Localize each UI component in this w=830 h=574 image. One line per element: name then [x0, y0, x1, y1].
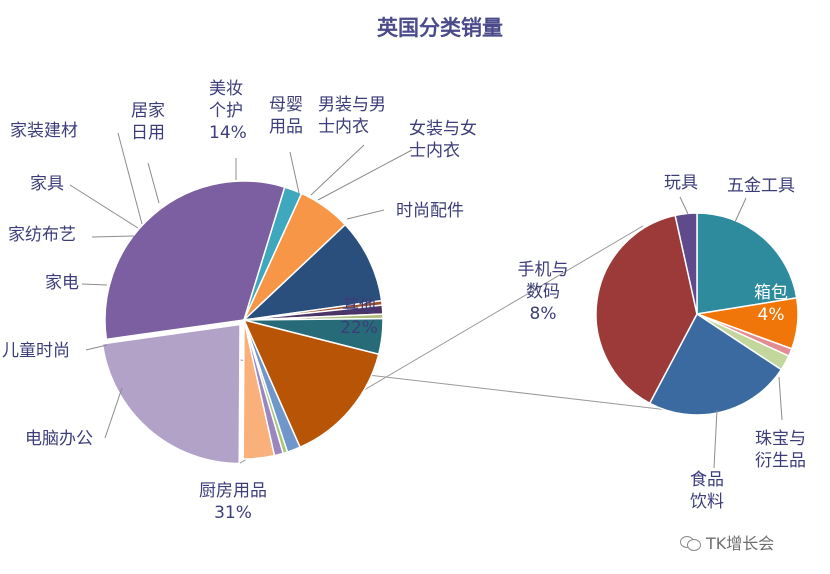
main-leader-4	[91, 235, 135, 238]
sub-slice-5	[595, 214, 698, 405]
main-leader-7	[147, 162, 160, 204]
sub-leader-3	[778, 376, 783, 421]
main-slice-0	[104, 180, 286, 341]
main-label-8: 美妆个护 14%	[209, 79, 247, 143]
sub-label-4: 食品饮料	[690, 470, 724, 512]
main-leader-2	[85, 344, 108, 351]
watermark: TK增长会	[680, 530, 774, 554]
main-label-10: 男装与男士内衣	[318, 95, 386, 137]
chat-bubble-icon	[680, 534, 702, 551]
sub-leader-0	[734, 197, 747, 223]
slice-labels: 厨房用品 31% 电脑办公 儿童时尚 家电 家纺布艺 家具 家装建材 居家日用 美妆个护 14% 母婴…	[2, 79, 806, 523]
main-label-11: 女装与女士内衣	[409, 119, 477, 161]
main-label-7: 居家日用	[131, 101, 165, 143]
main-label-4: 家纺布艺	[8, 225, 76, 245]
main-label-1: 电脑办公	[25, 429, 93, 449]
sub-label-3: 珠宝与衍生品	[755, 429, 806, 471]
main-leader-11	[317, 149, 413, 201]
main-leader-12	[346, 209, 385, 220]
main-label-12: 时尚配件	[396, 201, 464, 221]
sub-leader-4	[713, 409, 718, 469]
sub-label-1: 箱包 4%	[754, 283, 788, 325]
main-leader-9	[289, 151, 300, 194]
sub-leader-6	[679, 196, 689, 215]
sub-label-6: 玩具	[664, 173, 698, 193]
main-label-13: 其他 22%	[340, 296, 378, 338]
main-slice-13	[101, 323, 241, 465]
leader-lines	[69, 132, 783, 469]
main-leader-6	[117, 132, 143, 225]
watermark-text: TK增长会	[706, 534, 775, 553]
main-leader-5	[69, 184, 139, 229]
sub-slice-0	[696, 212, 798, 315]
sub-slice-4	[648, 312, 783, 416]
main-slice-8	[242, 318, 380, 449]
chart-title: 英国分类销量	[377, 16, 503, 40]
main-label-9: 母婴用品	[269, 95, 303, 137]
sub-label-0: 五金工具	[727, 176, 795, 196]
main-label-2: 儿童时尚	[2, 341, 70, 361]
main-label-6: 家装建材	[10, 121, 78, 141]
main-leader-1	[104, 387, 123, 439]
sub-pie	[595, 212, 799, 416]
main-leader-3	[81, 283, 108, 286]
main-slice-3	[241, 223, 383, 322]
main-label-3: 家电	[45, 273, 79, 293]
sub-slice-6	[674, 212, 698, 315]
sub-label-5: 手机与数码 8%	[518, 260, 569, 324]
main-pie	[101, 180, 384, 465]
main-label-0: 厨房用品 31%	[199, 481, 267, 523]
main-label-5: 家具	[30, 174, 64, 194]
main-leader-10	[310, 144, 365, 196]
main-slice-12	[242, 319, 276, 460]
